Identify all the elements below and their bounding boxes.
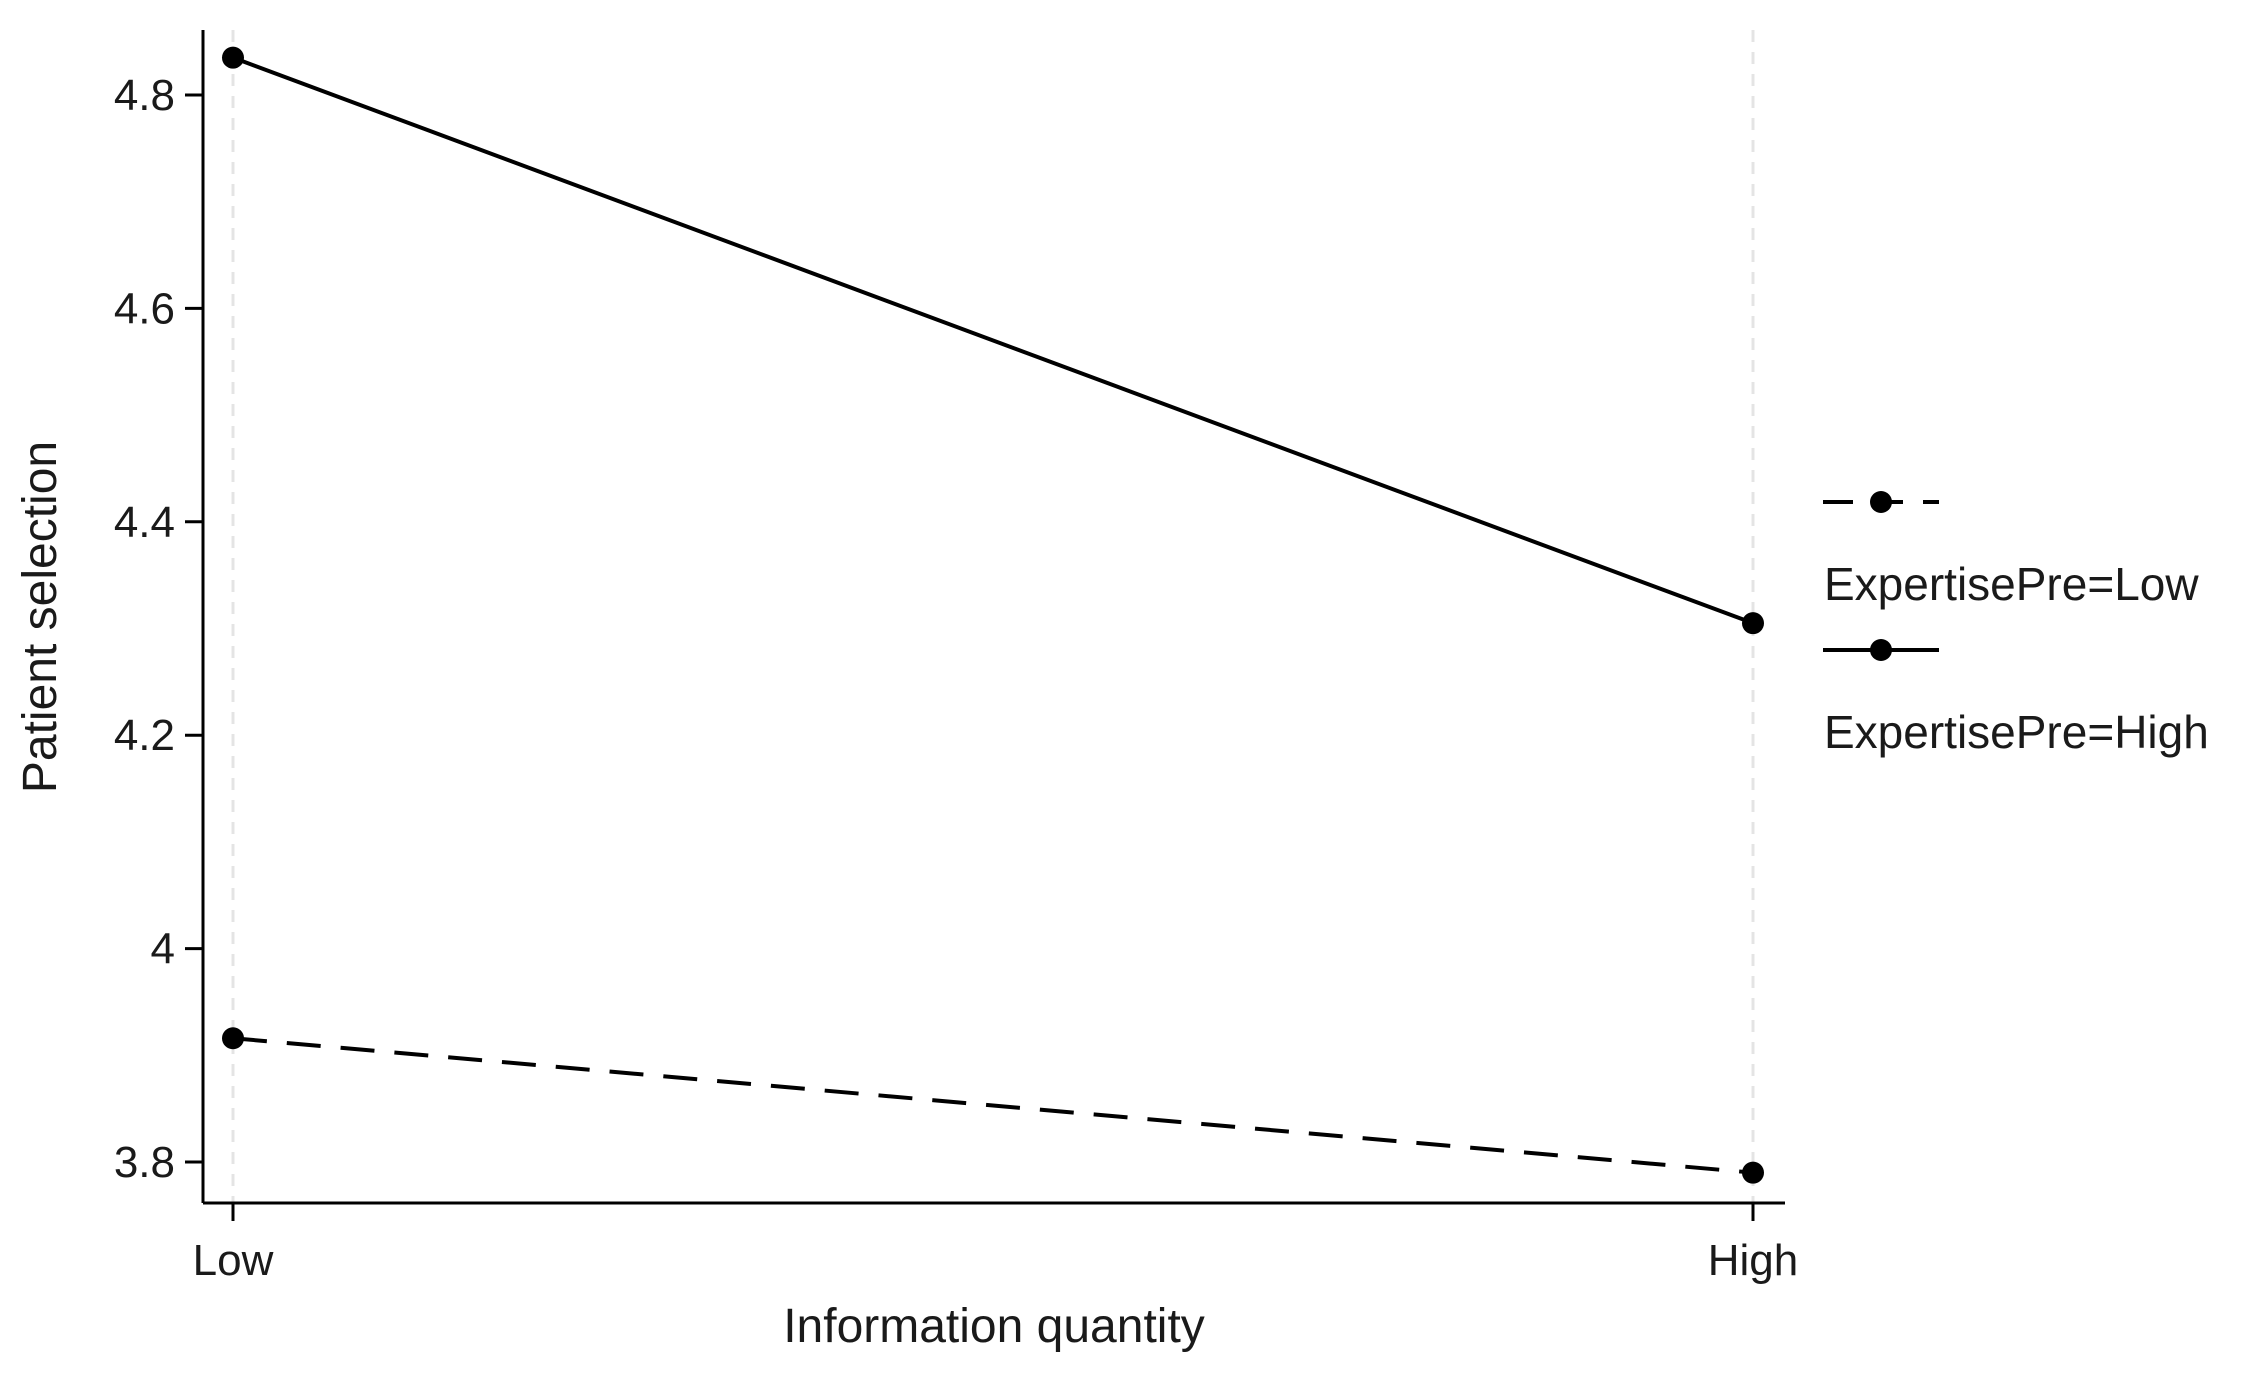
y-tick-label: 4.8 bbox=[114, 71, 175, 120]
data-point bbox=[222, 46, 244, 69]
y-tick-label: 4 bbox=[151, 925, 175, 974]
legend-item-2: ExpertisePre=High bbox=[1823, 639, 2209, 758]
series-line bbox=[232, 55, 1754, 626]
y-tick-label: 3.8 bbox=[114, 1138, 175, 1187]
data-point bbox=[1742, 612, 1764, 635]
x-axis-ticks: Low High bbox=[193, 1203, 1799, 1285]
gridlines bbox=[231, 30, 1755, 1203]
y-tick-label: 4.6 bbox=[114, 284, 175, 333]
y-tick-label: 4.2 bbox=[114, 711, 175, 760]
x-tick-label: High bbox=[1708, 1236, 1799, 1285]
series-1 bbox=[222, 1027, 1764, 1184]
x-tick-label: Low bbox=[193, 1236, 274, 1285]
data-point bbox=[1742, 1161, 1764, 1184]
legend-label: ExpertisePre=High bbox=[1824, 706, 2209, 758]
y-tick-label: 4.4 bbox=[114, 498, 175, 547]
data-point bbox=[222, 1027, 244, 1050]
legend-label: ExpertisePre=Low bbox=[1824, 558, 2199, 610]
series-2 bbox=[222, 46, 1764, 635]
x-axis-title: Information quantity bbox=[783, 1300, 1205, 1353]
axes bbox=[201, 30, 1785, 1205]
legend-marker bbox=[1870, 639, 1892, 661]
y-axis-title: Patient selection bbox=[14, 441, 67, 793]
series-line bbox=[232, 1036, 1754, 1175]
legend: ExpertisePre=Low ExpertisePre=High bbox=[1823, 491, 2209, 758]
y-axis-ticks: 3.8 4 4.2 4.4 4.6 4.8 bbox=[114, 71, 203, 1187]
legend-marker bbox=[1870, 491, 1892, 513]
series bbox=[222, 46, 1764, 1184]
legend-item-1: ExpertisePre=Low bbox=[1823, 491, 2199, 610]
